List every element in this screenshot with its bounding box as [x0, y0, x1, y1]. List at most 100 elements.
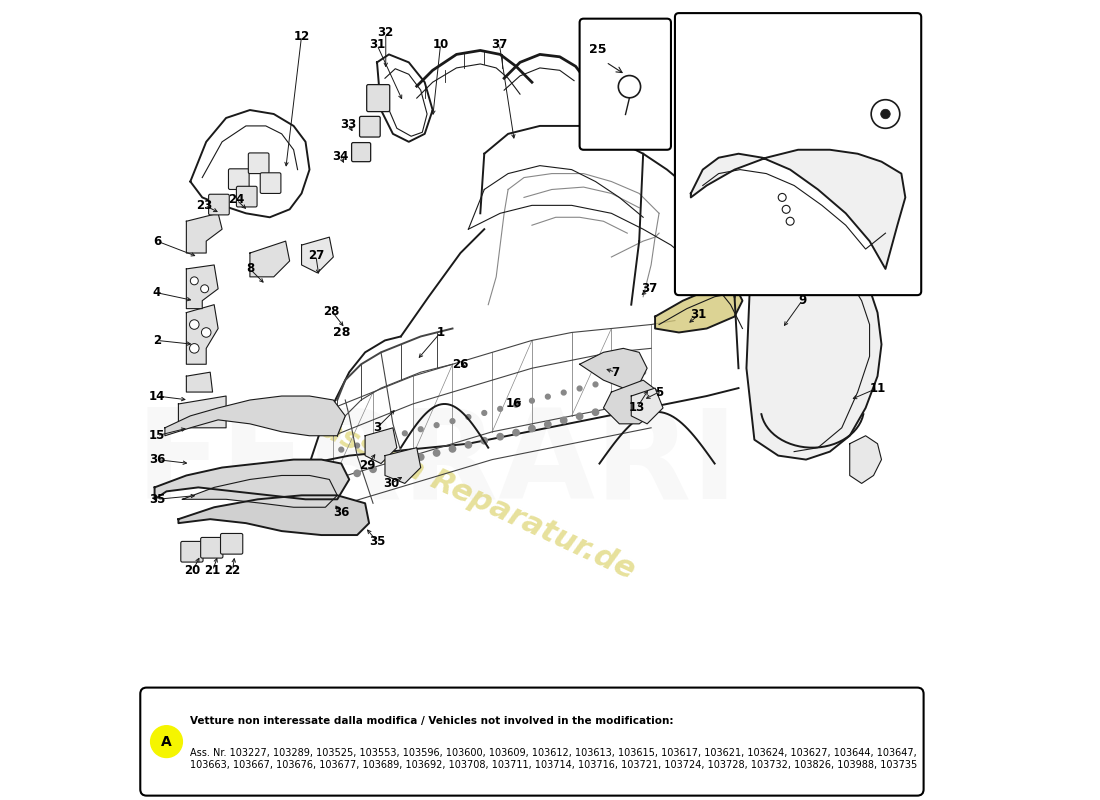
Text: 21: 21: [205, 564, 221, 578]
Polygon shape: [186, 305, 218, 364]
Circle shape: [450, 418, 455, 423]
Circle shape: [339, 447, 343, 452]
FancyBboxPatch shape: [249, 153, 270, 174]
Circle shape: [881, 110, 890, 118]
Text: 11: 11: [893, 143, 910, 156]
Polygon shape: [165, 396, 345, 436]
Text: 10: 10: [432, 38, 449, 50]
Circle shape: [576, 413, 583, 419]
Circle shape: [418, 427, 424, 432]
FancyBboxPatch shape: [352, 142, 371, 162]
Text: 37: 37: [641, 282, 658, 295]
Circle shape: [593, 382, 598, 386]
Polygon shape: [186, 214, 222, 253]
FancyBboxPatch shape: [220, 534, 243, 554]
Circle shape: [354, 470, 361, 477]
FancyBboxPatch shape: [261, 173, 280, 194]
Text: 19: 19: [895, 80, 912, 93]
Circle shape: [189, 343, 199, 353]
FancyBboxPatch shape: [236, 186, 257, 207]
Circle shape: [151, 726, 183, 758]
FancyBboxPatch shape: [141, 687, 924, 796]
Text: 22: 22: [224, 564, 241, 578]
Circle shape: [386, 435, 392, 440]
Polygon shape: [365, 428, 397, 463]
Polygon shape: [691, 150, 905, 269]
Polygon shape: [183, 475, 338, 507]
Circle shape: [561, 390, 566, 395]
Text: 16: 16: [506, 398, 521, 410]
Circle shape: [402, 458, 408, 464]
Text: 3: 3: [373, 422, 381, 434]
Text: 25: 25: [597, 48, 613, 61]
Circle shape: [624, 401, 630, 407]
Circle shape: [592, 409, 598, 415]
Text: passion Reparatur.de: passion Reparatur.de: [297, 405, 640, 586]
FancyBboxPatch shape: [180, 542, 204, 562]
Circle shape: [200, 285, 209, 293]
Text: 37: 37: [492, 38, 507, 50]
Text: A: A: [161, 734, 172, 749]
FancyBboxPatch shape: [200, 538, 223, 558]
Text: 20: 20: [185, 564, 201, 578]
Text: 34: 34: [332, 150, 349, 162]
Polygon shape: [604, 380, 659, 424]
Text: 17: 17: [749, 222, 764, 236]
Circle shape: [497, 434, 504, 440]
Text: 8: 8: [245, 262, 254, 275]
Text: 26: 26: [452, 358, 469, 370]
Circle shape: [370, 466, 376, 473]
Text: 35: 35: [368, 535, 385, 548]
FancyBboxPatch shape: [675, 13, 921, 295]
Circle shape: [544, 422, 551, 428]
Polygon shape: [155, 459, 349, 499]
Polygon shape: [849, 436, 881, 483]
Circle shape: [625, 374, 629, 378]
Text: 35: 35: [148, 493, 165, 506]
Circle shape: [578, 386, 582, 391]
FancyBboxPatch shape: [360, 116, 381, 137]
Text: 7: 7: [612, 366, 619, 378]
Circle shape: [498, 406, 503, 411]
Text: 31: 31: [691, 309, 707, 322]
Polygon shape: [631, 388, 663, 424]
Polygon shape: [301, 237, 333, 273]
Text: 27: 27: [308, 249, 324, 262]
Text: 23: 23: [197, 199, 212, 212]
Text: Vetture non interessate dalla modifica / Vehicles not involved in the modificati: Vetture non interessate dalla modifica /…: [190, 716, 674, 726]
Circle shape: [403, 431, 407, 436]
Text: 9: 9: [798, 294, 806, 307]
Polygon shape: [385, 448, 420, 483]
Circle shape: [371, 439, 375, 444]
Text: 33: 33: [340, 118, 356, 131]
Circle shape: [433, 450, 440, 456]
Text: 25: 25: [590, 43, 606, 56]
Text: 36: 36: [333, 506, 350, 518]
Circle shape: [449, 446, 455, 452]
Circle shape: [465, 442, 472, 448]
Text: 15: 15: [148, 430, 165, 442]
Circle shape: [609, 378, 614, 382]
Circle shape: [641, 370, 646, 374]
Circle shape: [338, 474, 344, 481]
Text: 24: 24: [228, 194, 244, 206]
Circle shape: [546, 394, 550, 399]
Circle shape: [640, 397, 647, 403]
FancyBboxPatch shape: [580, 18, 671, 150]
Circle shape: [355, 443, 360, 448]
Circle shape: [513, 430, 519, 436]
Text: 36: 36: [148, 453, 165, 466]
Polygon shape: [580, 348, 647, 388]
Text: 32: 32: [377, 26, 394, 39]
Text: 28: 28: [332, 326, 350, 339]
Circle shape: [386, 462, 392, 468]
Circle shape: [201, 328, 211, 338]
Text: Ass. Nr. 103227, 103289, 103525, 103553, 103596, 103600, 103609, 103612, 103613,: Ass. Nr. 103227, 103289, 103525, 103553,…: [190, 748, 917, 770]
Polygon shape: [656, 285, 743, 333]
Circle shape: [482, 410, 486, 415]
Polygon shape: [250, 241, 289, 277]
Circle shape: [514, 402, 518, 407]
Text: 11: 11: [869, 382, 886, 394]
Circle shape: [529, 398, 535, 403]
Polygon shape: [186, 265, 218, 309]
